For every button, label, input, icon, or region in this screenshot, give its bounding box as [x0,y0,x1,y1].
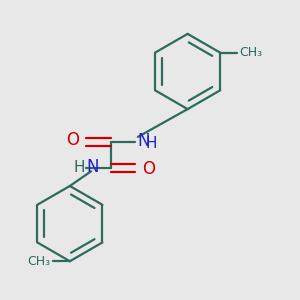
Text: CH₃: CH₃ [239,46,262,59]
Text: N: N [86,158,99,176]
Text: CH₃: CH₃ [28,255,51,268]
Text: N: N [137,132,149,150]
Text: H: H [146,136,157,151]
Text: O: O [142,160,155,178]
Text: O: O [66,131,79,149]
Text: H: H [73,160,85,175]
